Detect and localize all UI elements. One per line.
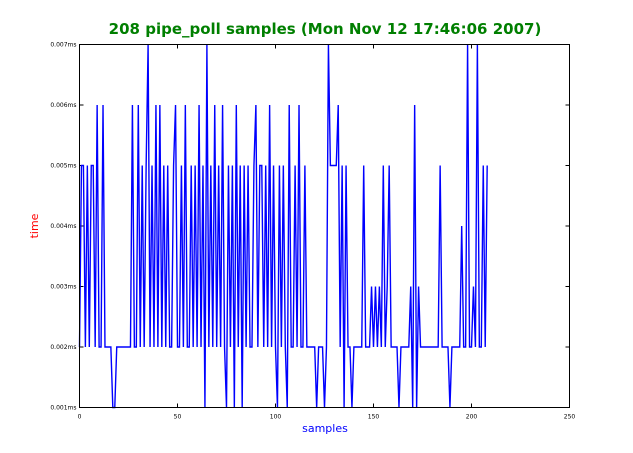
y-tick-label: 0.001ms	[50, 405, 76, 412]
x-axis-label: samples	[302, 422, 348, 435]
y-tick-label: 0.005ms	[50, 163, 76, 170]
y-tick-label: 0.004ms	[50, 223, 76, 230]
y-tick-label: 0.003ms	[50, 284, 76, 291]
x-tick-label: 100	[270, 414, 282, 421]
x-tick-label: 50	[174, 414, 182, 421]
series-line	[78, 44, 488, 409]
y-tick-label: 0.007ms	[50, 42, 76, 49]
ticks-layer: 0 50 100 150 200 250 0.001ms 0.002ms 0.003ms 0.00…	[50, 42, 575, 421]
x-tick-label: 250	[564, 414, 576, 421]
chart-title: 208 pipe_poll samples (Mon Nov 12 17:46:…	[109, 20, 542, 38]
plot-frame	[79, 44, 570, 408]
x-tick-label: 150	[368, 414, 380, 421]
x-tick-label: 200	[466, 414, 478, 421]
y-axis-label: time	[28, 213, 41, 238]
x-tick-label: 0	[78, 414, 82, 421]
y-tick-label: 0.006ms	[50, 102, 76, 109]
y-tick-label: 0.002ms	[50, 344, 76, 351]
